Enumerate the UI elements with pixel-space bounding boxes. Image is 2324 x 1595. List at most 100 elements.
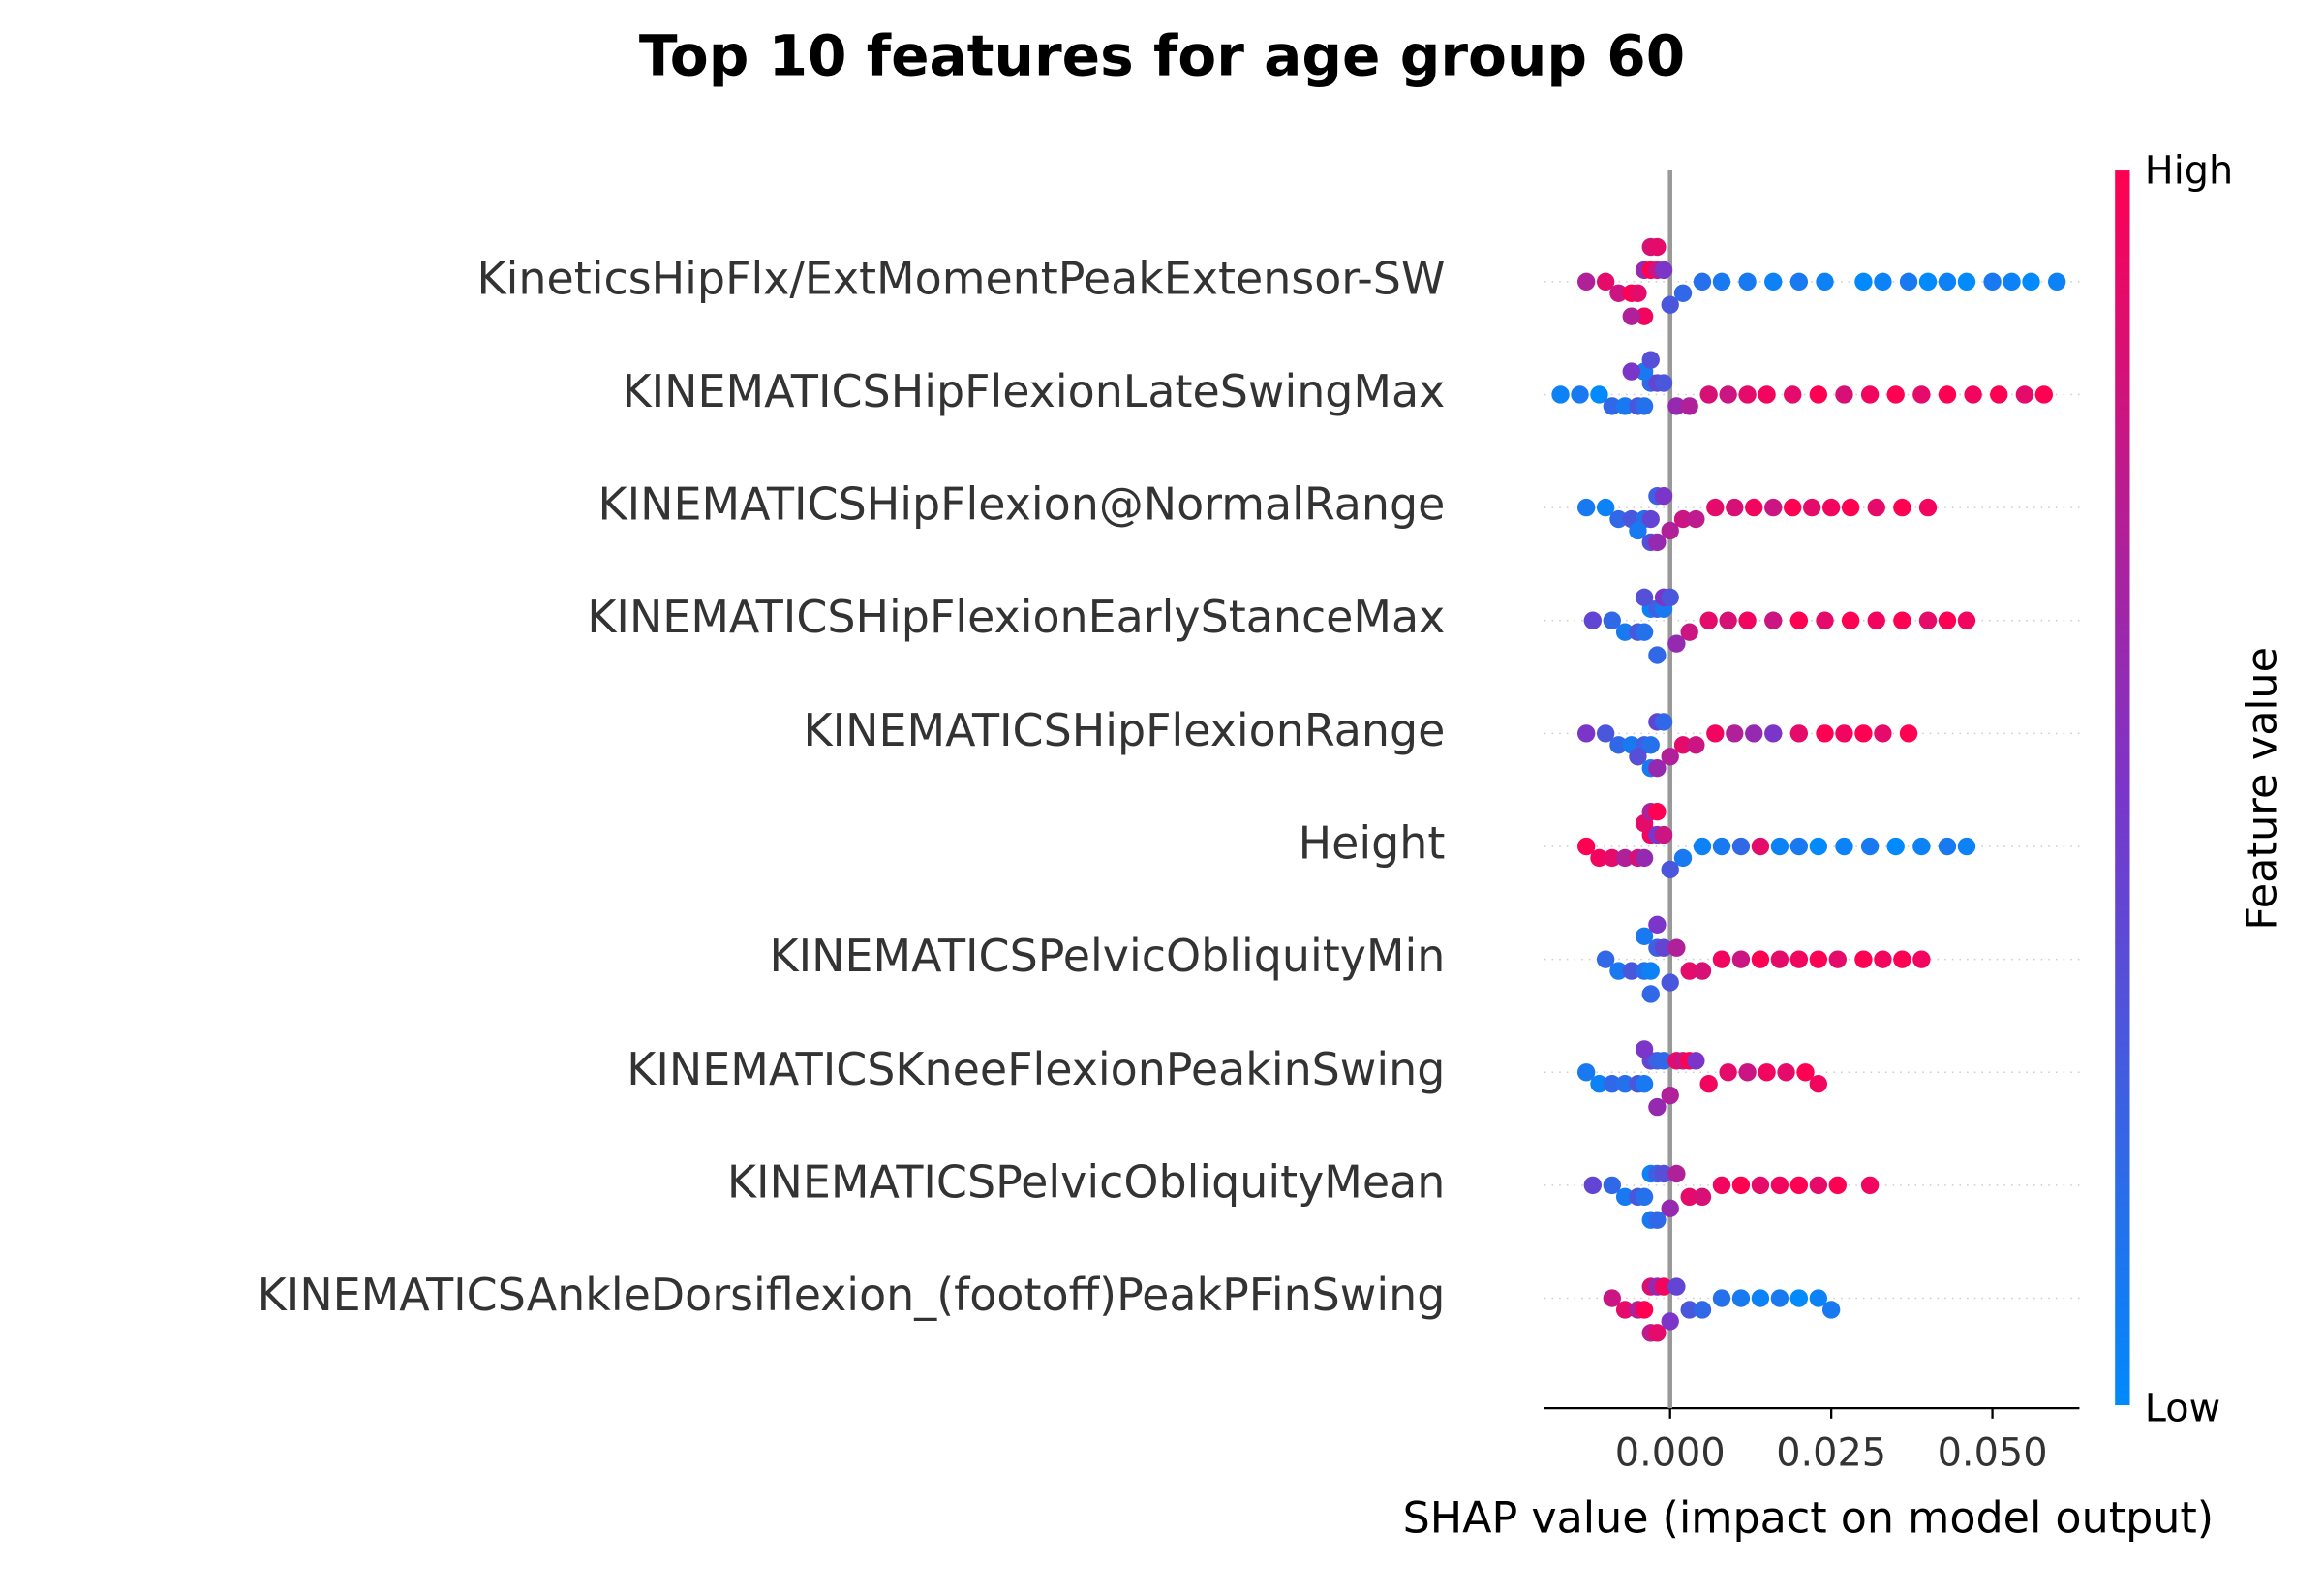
dot xyxy=(1654,938,1673,957)
dot xyxy=(1661,1312,1679,1331)
dot xyxy=(1784,385,1802,404)
dot xyxy=(1648,1211,1667,1229)
dot xyxy=(1854,724,1873,743)
dot xyxy=(1641,509,1660,529)
dot xyxy=(1673,284,1693,302)
dot xyxy=(1777,1063,1795,1082)
dot xyxy=(1699,385,1718,404)
dot xyxy=(1899,272,1918,291)
colorbar-label: Feature value xyxy=(2238,647,2286,931)
dot xyxy=(1661,588,1679,607)
dot xyxy=(1680,397,1698,415)
dot xyxy=(1615,397,1635,415)
feature-label: KINEMATICSHipFlexionRange xyxy=(804,704,1446,756)
dot xyxy=(1648,237,1667,257)
dot xyxy=(1874,724,1892,743)
dot xyxy=(1751,950,1770,968)
dot xyxy=(1918,498,1938,517)
dot xyxy=(1635,1301,1654,1319)
dot xyxy=(1918,611,1938,629)
dot xyxy=(1661,295,1679,314)
dot xyxy=(1654,374,1673,392)
dot xyxy=(1603,1289,1621,1307)
dot xyxy=(1821,1301,1841,1319)
dot xyxy=(1693,962,1712,980)
dot xyxy=(1731,1289,1751,1307)
colorbar-high: High xyxy=(2145,149,2233,194)
dot xyxy=(1615,848,1635,868)
dot xyxy=(1764,724,1783,743)
dot xyxy=(1693,1187,1712,1207)
dot xyxy=(1571,385,1589,404)
dot xyxy=(1828,950,1847,968)
dot xyxy=(1789,724,1809,743)
dot xyxy=(1912,385,1931,404)
dot xyxy=(1667,397,1686,415)
dot xyxy=(1661,748,1679,766)
dot xyxy=(1583,611,1603,629)
dot xyxy=(1770,1289,1789,1307)
dot xyxy=(1551,385,1570,404)
dot xyxy=(1661,1086,1679,1105)
dot xyxy=(1789,272,1809,291)
dot xyxy=(1738,611,1757,629)
feature-label: KINEMATICSHipFlexionEarlyStanceMax xyxy=(587,591,1445,643)
dot xyxy=(1751,1176,1770,1195)
dot xyxy=(1687,1052,1705,1070)
dot xyxy=(1654,1052,1673,1070)
feature-label: KINEMATICSAnkleDorsiflexion_(footoff)Pea… xyxy=(258,1269,1446,1321)
dot xyxy=(1615,1301,1635,1319)
dot xyxy=(1719,1063,1737,1082)
dot xyxy=(1699,1075,1718,1093)
dot xyxy=(1596,950,1615,968)
dot xyxy=(1576,837,1596,856)
dot xyxy=(1758,1063,1776,1082)
dot xyxy=(1712,1176,1731,1195)
dot xyxy=(2034,385,2054,404)
dot xyxy=(1654,1164,1673,1183)
dot xyxy=(1693,1301,1712,1319)
dot xyxy=(1938,611,1957,629)
dot xyxy=(1654,713,1673,731)
dot xyxy=(1957,272,1976,291)
dot xyxy=(1667,1277,1686,1296)
dot xyxy=(1809,837,1828,856)
dot xyxy=(1957,611,1976,629)
dot xyxy=(1821,498,1841,517)
dot xyxy=(1874,950,1892,968)
dot xyxy=(1673,736,1693,754)
colorbar-low: Low xyxy=(2145,1387,2220,1431)
dot xyxy=(1867,498,1885,517)
dot xyxy=(1816,724,1834,743)
dot xyxy=(1816,611,1834,629)
dot xyxy=(1693,837,1712,856)
dot xyxy=(1609,962,1628,980)
feature-label: KINEMATICSHipFlexion@NormalRange xyxy=(598,478,1446,531)
dot xyxy=(1641,962,1660,980)
dot xyxy=(1641,736,1660,754)
dot xyxy=(1835,385,1853,404)
dot xyxy=(1576,272,1596,291)
chart-title: Top 10 features for age group 60 xyxy=(639,22,1685,88)
dot xyxy=(1957,837,1976,856)
dot xyxy=(1635,397,1654,415)
x-tick-label: 0.050 xyxy=(1938,1431,2048,1476)
feature-label: KINEMATICSPelvicObliquityMean xyxy=(727,1155,1445,1208)
dot xyxy=(1789,950,1809,968)
feature-label: Height xyxy=(1299,817,1446,870)
dot xyxy=(1712,272,1731,291)
dot xyxy=(1635,1075,1654,1093)
dot xyxy=(1635,307,1654,325)
dot xyxy=(1789,1289,1809,1307)
dot xyxy=(1661,860,1679,879)
dot xyxy=(1764,272,1783,291)
dot xyxy=(1751,837,1770,856)
dot xyxy=(1641,985,1660,1003)
dot xyxy=(1667,634,1686,653)
dot xyxy=(1603,611,1621,629)
dot xyxy=(1667,1164,1686,1183)
dot xyxy=(1609,736,1628,754)
dot xyxy=(1886,837,1905,856)
dot xyxy=(1990,385,2008,404)
dot xyxy=(1641,351,1660,369)
